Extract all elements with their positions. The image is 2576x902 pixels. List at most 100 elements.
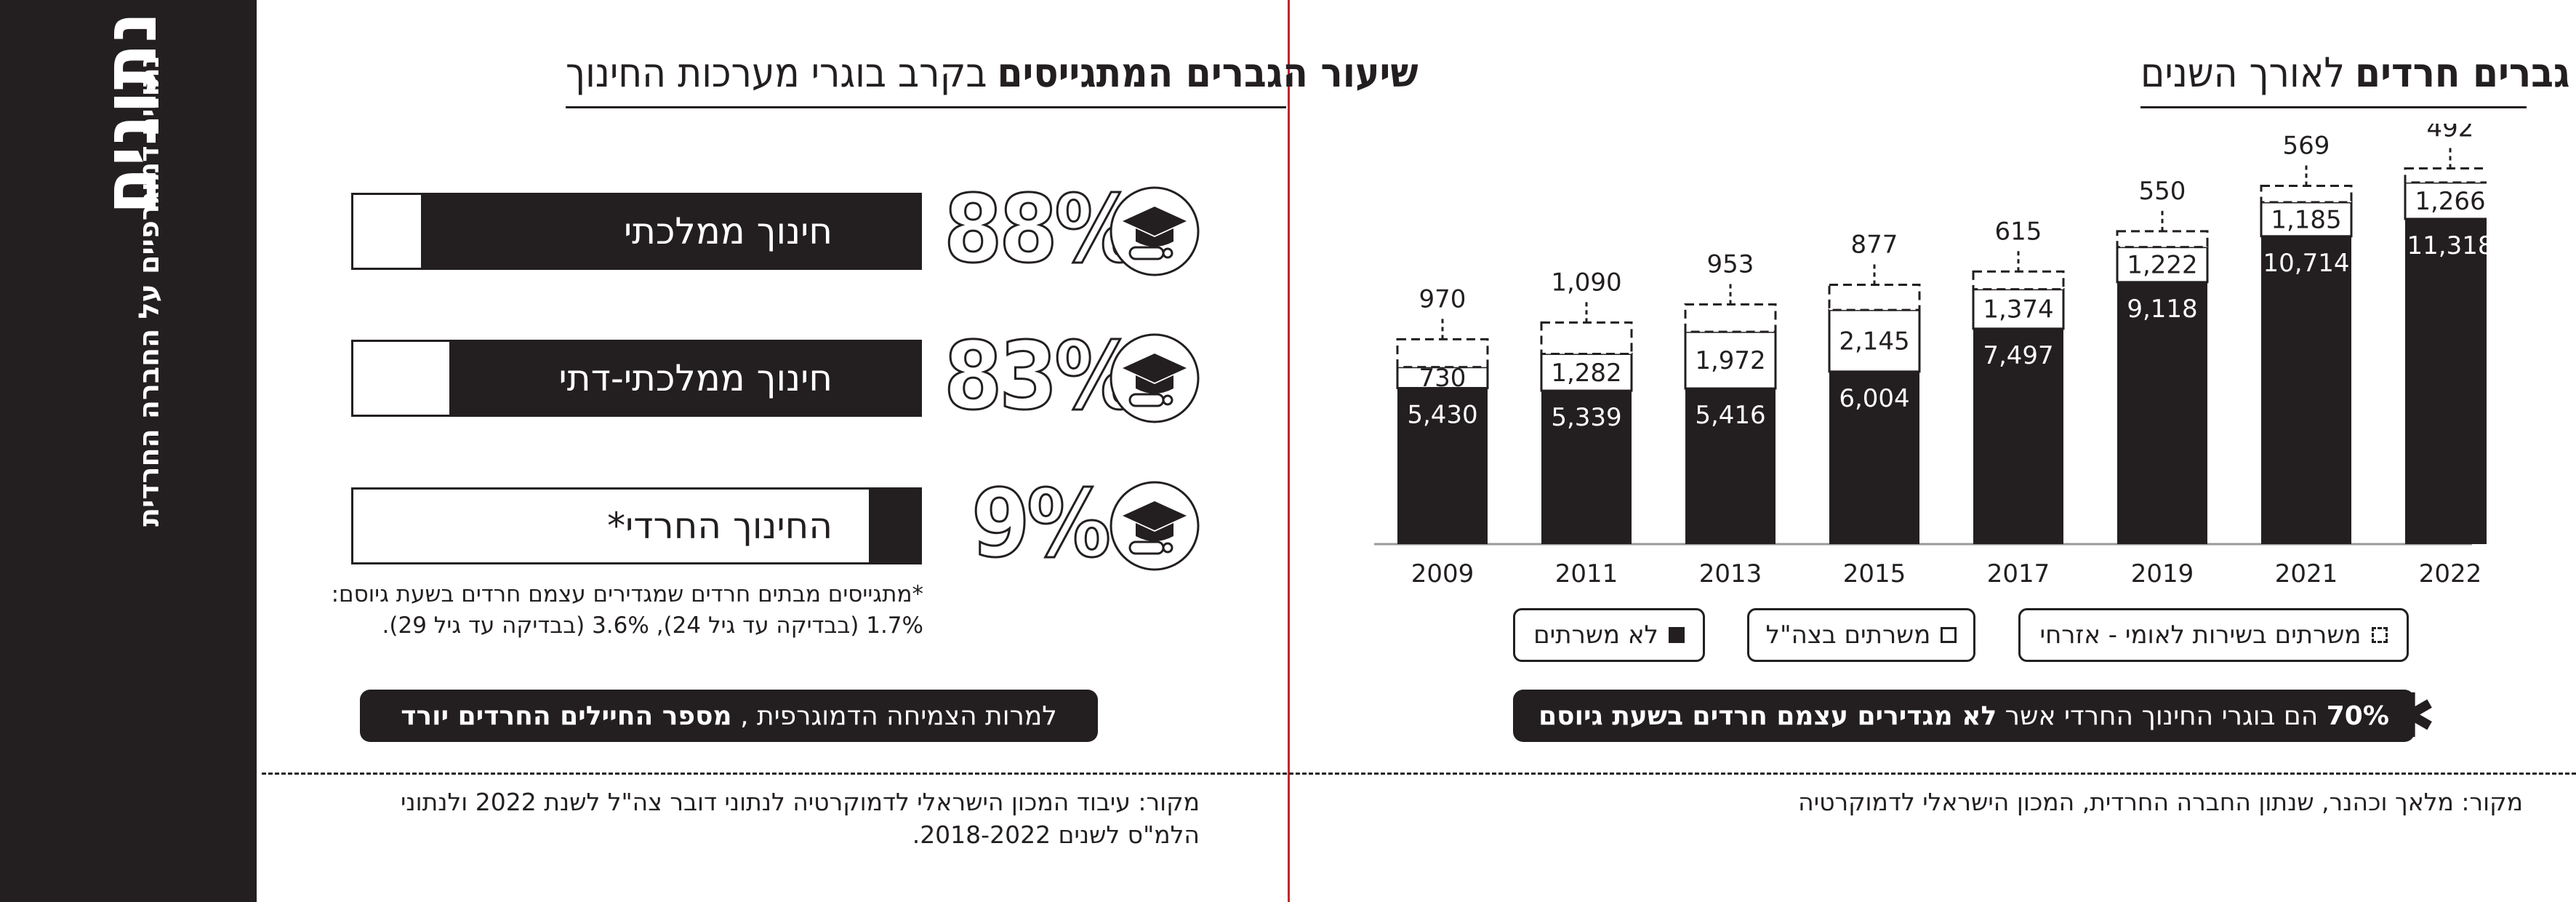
data-label-idf: 1,972 (1695, 346, 1765, 375)
legend-swatch-dashed (2371, 627, 2388, 643)
x-tick-label: 2011 (1555, 559, 1618, 588)
data-label-not-serving: 9,118 (2127, 295, 2197, 324)
x-tick-label: 2022 (2419, 559, 2482, 588)
data-label-national-service: 615 (1995, 217, 2042, 246)
footnote: *מתגייסים מבתים חרדים שמגדירים עצמם חרדי… (331, 581, 923, 639)
bar-national-service (1972, 270, 2065, 291)
bar-not-serving (2261, 236, 2351, 544)
data-label-national-service: 550 (2139, 177, 2186, 206)
graduation-cap-icon (1110, 186, 1200, 276)
data-label-not-serving: 6,004 (1839, 384, 1909, 413)
x-tick-label: 2021 (2275, 559, 2338, 588)
data-label-not-serving: 5,430 (1407, 401, 1477, 430)
bar-national-service (1828, 283, 1921, 311)
bar-not-serving (2405, 218, 2487, 544)
data-label-not-serving: 5,339 (1551, 403, 1621, 432)
legend-item-not-serving: לא משרתים (1513, 608, 1705, 662)
left-banner: למרות הצמיחה הדמוגרפית , מספר החיילים הח… (360, 690, 1098, 742)
brand-subtitle: נתונים דמוגרפיים על החברה החרדית (133, 55, 165, 527)
edu-bar-fill (449, 342, 920, 415)
graduation-cap-icon (1110, 481, 1200, 571)
data-label-national-service: 569 (2283, 132, 2330, 161)
data-label-national-service: 492 (2427, 124, 2474, 143)
left-title-rule (566, 106, 1286, 108)
bar-not-serving (2117, 282, 2207, 544)
data-label-idf: 1,222 (2127, 251, 2197, 280)
data-label-idf: 730 (1419, 364, 1466, 393)
data-label-national-service: 877 (1851, 230, 1898, 259)
legend-swatch-white (1941, 627, 1957, 643)
bar-national-service (1684, 303, 1777, 333)
legend-label: משרתים בשירות לאומי - אזרחי (2039, 620, 2362, 650)
x-tick-label: 2009 (1411, 559, 1474, 588)
edu-bar-label: חינוך ממלכתי-דתי (558, 357, 832, 399)
brand-band: נתונים נתונים דמוגרפיים על החברה החרדית (0, 0, 257, 902)
legend-label: משרתים בצה"ל (1765, 620, 1931, 650)
graduation-cap-icon (1110, 333, 1200, 423)
right-title-rest: לאורך השנים (2140, 49, 2346, 97)
data-label-not-serving: 5,416 (1695, 401, 1765, 430)
edu-bar-fill (421, 195, 920, 268)
data-label-idf: 1,185 (2271, 205, 2341, 234)
data-label-national-service: 953 (1707, 250, 1754, 279)
data-label-not-serving: 7,497 (1983, 341, 2053, 370)
data-label-not-serving: 10,714 (2263, 249, 2350, 278)
page-divider (1288, 0, 1290, 902)
dashed-separator (262, 773, 2576, 775)
left-panel-title: שיעור הגברים המתגייסים בקרב בוגרי מערכות… (566, 45, 1419, 100)
bar-not-serving (1397, 388, 1488, 544)
edu-bar-state-religious: חינוך ממלכתי-דתי (351, 340, 922, 417)
x-tick-label: 2015 (1843, 559, 1906, 588)
right-banner-pct: 70% (2326, 701, 2389, 731)
edu-bar-haredi: החינוך החרדי* (351, 487, 922, 564)
percent-value: 9% (971, 468, 1112, 579)
left-source: מקור: עיבוד המכון הישראלי לדמוקרטיה לנתו… (401, 788, 1200, 849)
x-tick-label: 2017 (1987, 559, 2050, 588)
bar-idf (2404, 181, 2487, 220)
legend-swatch-black (1668, 627, 1685, 643)
data-label-idf: 2,145 (1839, 327, 1909, 356)
bar-not-serving (1829, 371, 1919, 544)
edu-bar-label: חינוך ממלכתי (623, 210, 832, 252)
bar-idf (1396, 366, 1489, 390)
right-banner-normal: הם בוגרי החינוך החרדי אשר (2005, 701, 2319, 731)
bar-idf (1972, 288, 2065, 330)
bar-national-service (1396, 338, 1489, 369)
right-panel-title: גיוס גברים חרדים לאורך השנים (2140, 45, 2576, 100)
enlistment-stacked-bar-chart: 5,430 730 970 2009 5,339 1,282 1,090 2011 5,416 1… (1374, 124, 2487, 588)
edu-bar-label: החינוך החרדי* (607, 505, 832, 547)
bar-national-service (2404, 167, 2487, 184)
legend-label: לא משרתים (1533, 620, 1658, 650)
x-tick-label: 2013 (1699, 559, 1762, 588)
bar-national-service (1540, 321, 1633, 355)
edu-bar-fill (868, 490, 920, 562)
data-label-not-serving: 11,318 (2407, 231, 2487, 260)
x-tick-label: 2019 (2131, 559, 2194, 588)
legend-item-idf: משרתים בצה"ל (1747, 608, 1975, 662)
data-label-idf: 1,266 (2415, 187, 2485, 216)
bar-idf (1828, 308, 1921, 373)
bar-not-serving (1541, 391, 1632, 544)
data-label-idf: 1,374 (1983, 295, 2053, 324)
percent-value: 88% (943, 174, 1140, 284)
left-title-rest: בקרב בוגרי מערכות החינוך (566, 49, 987, 97)
right-banner-bold: לא מגדירים עצמם חרדים בשעת גיוסם (1538, 701, 1997, 731)
bar-national-service (2116, 230, 2209, 249)
bar-not-serving (1973, 328, 2063, 544)
asterisk-icon: ✱ (2385, 680, 2436, 751)
data-label-national-service: 970 (1419, 284, 1466, 314)
percent-value: 83% (943, 321, 1140, 431)
bar-idf (2116, 246, 2209, 284)
edu-bar-state: חינוך ממלכתי (351, 193, 922, 270)
bar-national-service (2260, 185, 2353, 204)
bar-idf (2260, 201, 2353, 238)
left-banner-bold: מספר החיילים החרדים יורד (401, 701, 732, 731)
right-banner: 70% הם בוגרי החינוך החרדי אשר לא מגדירים… (1513, 690, 2415, 742)
right-source: מקור: מלאך וכהנר, שנתון החברה החרדית, המ… (1798, 788, 2523, 816)
bar-not-serving (1685, 388, 1775, 544)
data-label-idf: 1,282 (1551, 359, 1621, 388)
left-title-bold: שיעור הגברים המתגייסים (997, 49, 1419, 97)
right-title-rule (2140, 106, 2527, 108)
data-label-national-service: 1,090 (1551, 268, 1621, 297)
right-title-bold: גיוס גברים חרדים (2355, 49, 2576, 97)
